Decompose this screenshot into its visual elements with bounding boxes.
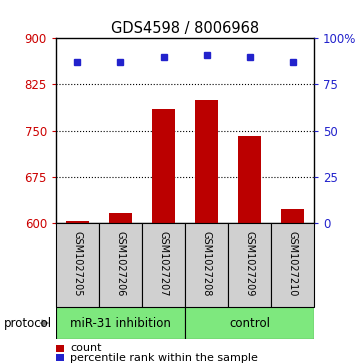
- Bar: [66, 221, 89, 223]
- Text: GSM1027206: GSM1027206: [116, 231, 126, 296]
- Text: GSM1027209: GSM1027209: [244, 231, 255, 296]
- Bar: [56, 223, 99, 307]
- Bar: [56, 307, 185, 339]
- Text: GSM1027210: GSM1027210: [288, 231, 297, 296]
- Bar: [195, 100, 218, 223]
- Bar: [185, 223, 228, 307]
- Bar: [185, 307, 314, 339]
- Bar: [152, 109, 175, 223]
- Title: GDS4598 / 8006968: GDS4598 / 8006968: [111, 21, 259, 36]
- Bar: [228, 223, 271, 307]
- Bar: [281, 209, 304, 223]
- Text: protocol: protocol: [4, 317, 52, 330]
- Text: GSM1027205: GSM1027205: [73, 231, 82, 296]
- Text: GSM1027207: GSM1027207: [158, 231, 169, 296]
- Text: GSM1027208: GSM1027208: [201, 231, 212, 296]
- Bar: [238, 136, 261, 223]
- Text: control: control: [229, 317, 270, 330]
- Bar: [271, 223, 314, 307]
- Bar: [99, 223, 142, 307]
- Bar: [109, 213, 132, 223]
- Text: percentile rank within the sample: percentile rank within the sample: [70, 352, 258, 363]
- Text: count: count: [70, 343, 102, 354]
- Bar: [142, 223, 185, 307]
- Text: miR-31 inhibition: miR-31 inhibition: [70, 317, 171, 330]
